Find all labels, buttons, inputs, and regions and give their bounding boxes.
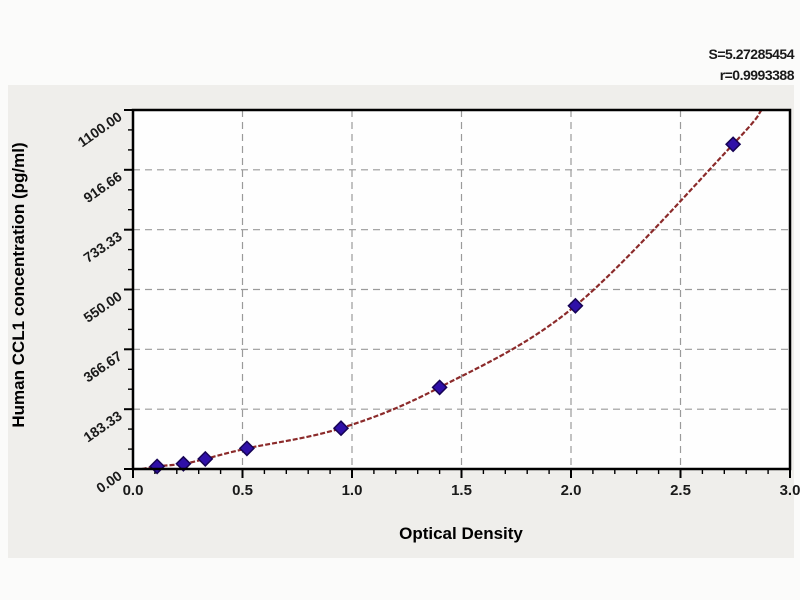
x-tick-label: 2.0 xyxy=(561,482,582,499)
data-point-marker xyxy=(431,379,448,396)
x-tick-label: 0.0 xyxy=(123,482,144,499)
x-axis-title: Optical Density xyxy=(399,524,523,543)
data-point-marker xyxy=(175,455,192,472)
y-tick-label: 550.00 xyxy=(80,288,124,326)
x-tick-label: 1.5 xyxy=(451,482,472,499)
x-tick-label: 2.5 xyxy=(670,482,691,499)
data-point-marker xyxy=(238,440,255,457)
y-axis-title: Human CCL1 concentration (pg/ml) xyxy=(9,142,28,428)
plot-frame xyxy=(131,108,792,471)
y-tick-label: 183.33 xyxy=(80,407,124,445)
data-point-marker xyxy=(567,297,584,314)
data-point-marker xyxy=(725,136,742,153)
y-tick-label: 0.00 xyxy=(93,467,125,496)
data-point-marker xyxy=(197,450,214,467)
x-tick-label: 0.5 xyxy=(232,482,253,499)
y-tick-label: 733.33 xyxy=(80,228,124,266)
fit-statistics: S=5.27285454 r=0.9993388 xyxy=(708,44,795,86)
y-tick-label: 1100.00 xyxy=(75,108,125,150)
data-point-marker xyxy=(332,420,350,437)
x-tick-label: 3.0 xyxy=(780,482,800,499)
y-tick-label: 366.67 xyxy=(80,348,124,386)
fit-r-value: r=0.9993388 xyxy=(719,67,795,83)
x-tick-label: 1.0 xyxy=(342,482,363,499)
y-tick-label: 916.66 xyxy=(80,168,124,206)
fit-s-value: S=5.27285454 xyxy=(708,46,795,62)
